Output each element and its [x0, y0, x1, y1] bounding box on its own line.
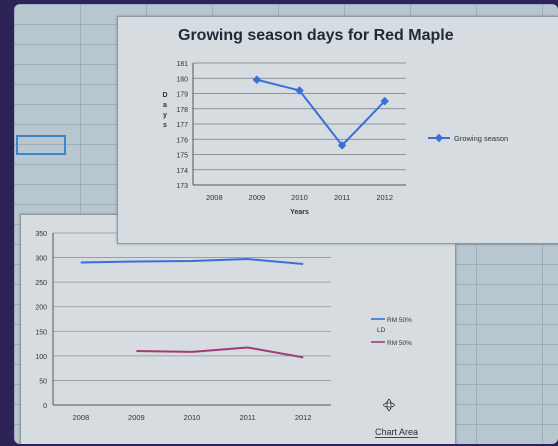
y-tick-label: 181 — [176, 61, 188, 68]
x-tick-label: 2008 — [72, 413, 89, 422]
y-tick-label: 175 — [176, 153, 188, 160]
x-tick-label: 2011 — [240, 413, 256, 422]
y-tick-label: 0 — [43, 403, 47, 410]
chart-growing-season[interactable]: Growing season days for Red Maple 173 174… — [117, 16, 558, 244]
chart-rm-50[interactable]: 0 50 100 150 200 250 300 350 2008 2009 2010 2011 201… — [20, 214, 456, 444]
x-tick-label: 2008 — [206, 193, 223, 202]
y-tick-label: 50 — [39, 378, 47, 385]
y-axis-label-letter: y — [163, 112, 167, 119]
spreadsheet-grid[interactable]: 0 50 100 150 200 250 300 350 2008 2009 2010 2011 201… — [14, 4, 558, 444]
chart-area-tooltip: Chart Area — [375, 427, 419, 438]
x-tick-label: 2012 — [295, 413, 312, 422]
legend-label: LD — [377, 327, 386, 334]
legend-marker — [434, 133, 444, 143]
series-line-rm-50 — [136, 346, 304, 359]
x-axis-label: Years — [290, 209, 309, 216]
y-tick-label: 174 — [176, 168, 188, 175]
x-tick-label: 2010 — [184, 413, 201, 422]
y-axis-label-letter: s — [163, 122, 167, 129]
x-tick-label: 2009 — [128, 413, 145, 422]
series-line-rm-50-ld — [80, 258, 304, 265]
y-tick-label: 100 — [35, 354, 47, 361]
y-axis-label-letter: a — [163, 102, 167, 109]
y-tick-label: 350 — [35, 231, 47, 238]
legend-label: RM 50% — [387, 317, 412, 324]
y-tick-label: 173 — [176, 183, 188, 190]
data-point — [252, 75, 262, 85]
legend-label: Growing season — [454, 134, 508, 143]
selected-cell[interactable] — [16, 135, 66, 155]
y-tick-label: 200 — [35, 305, 47, 312]
x-tick-label: 2009 — [249, 193, 266, 202]
data-point — [380, 96, 389, 106]
x-tick-label: 2010 — [291, 193, 308, 202]
series-line-growing-season — [256, 78, 386, 147]
x-tick-label: 2012 — [376, 193, 393, 202]
data-point — [295, 86, 304, 95]
chart-growing-season-plot: 173 174 175 176 177 178 179 180 181 2008 2009 2010 2… — [162, 61, 508, 216]
y-tick-label: 178 — [176, 107, 188, 114]
legend-label: RM 50% — [387, 340, 412, 347]
y-tick-label: 180 — [176, 76, 188, 83]
y-tick-label: 250 — [35, 280, 47, 287]
x-tick-label: 2011 — [334, 193, 350, 202]
y-tick-label: 177 — [176, 122, 188, 129]
chart-title: Growing season days for Red Maple — [178, 27, 454, 44]
y-tick-label: 150 — [35, 329, 47, 336]
y-tick-label: 176 — [176, 137, 188, 144]
y-axis-label-letter: D — [162, 92, 167, 99]
y-tick-label: 179 — [176, 92, 188, 99]
y-tick-label: 300 — [35, 256, 47, 263]
move-cursor-icon — [383, 399, 395, 411]
